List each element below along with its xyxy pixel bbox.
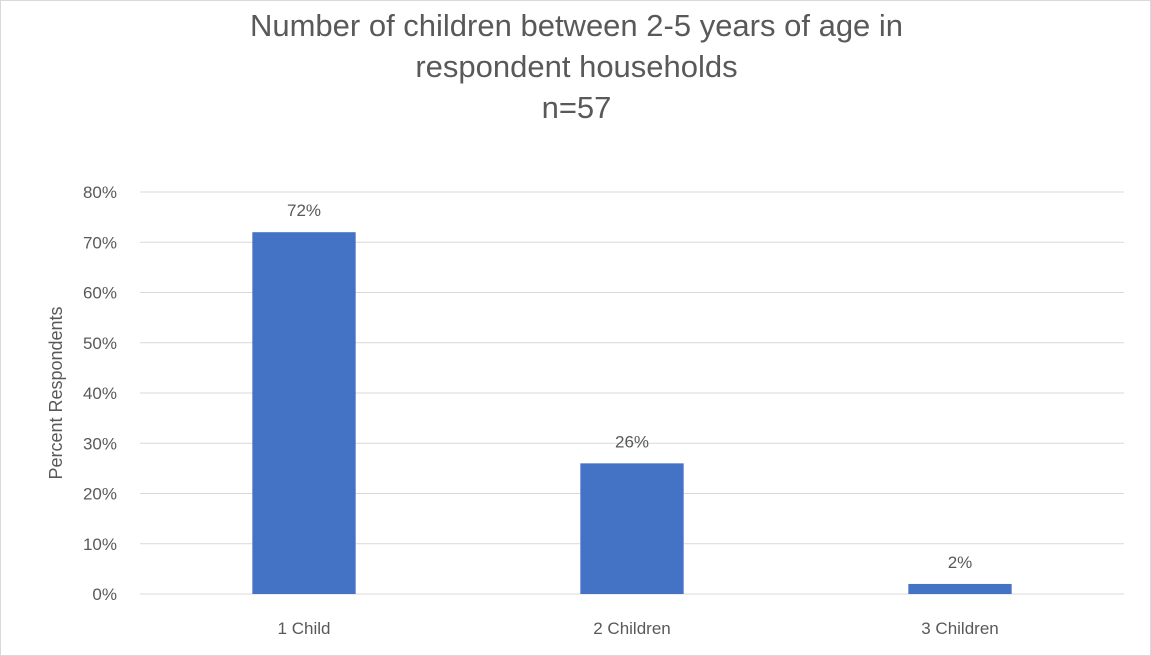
data-label: 2% [948, 553, 973, 572]
chart-title-line-1: Number of children between 2-5 years of … [249, 8, 904, 43]
y-tick-label: 10% [83, 535, 117, 554]
x-category-label: 1 Child [278, 619, 331, 638]
y-tick-label: 70% [83, 233, 117, 252]
y-tick-label: 60% [83, 284, 117, 303]
bar [252, 232, 356, 594]
y-tick-label: 40% [83, 384, 117, 403]
y-tick-label: 50% [83, 334, 117, 353]
y-tick-label: 0% [92, 585, 117, 604]
chart-title-line-3: n=57 [541, 90, 612, 125]
y-tick-label: 30% [83, 434, 117, 453]
chart-title-line-2: respondent households [415, 49, 738, 84]
x-category-label: 3 Children [921, 619, 999, 638]
y-axis-ticks: 0% 10% 20% 30% 40% 50% 60% 70% 80% [83, 183, 117, 604]
chart-title: Number of children between 2-5 years of … [1, 5, 1151, 128]
data-label: 72% [287, 201, 321, 220]
x-axis-categories: 1 Child 2 Children 3 Children [278, 619, 999, 638]
data-label: 26% [615, 432, 649, 451]
bar [580, 463, 684, 594]
x-category-label: 2 Children [593, 619, 671, 638]
y-axis-title: Percent Respondents [46, 306, 66, 479]
y-tick-label: 80% [83, 183, 117, 202]
bars [252, 232, 1012, 594]
bar [908, 583, 1012, 594]
y-tick-label: 20% [83, 485, 117, 504]
data-labels: 72% 26% 2% [287, 201, 972, 572]
